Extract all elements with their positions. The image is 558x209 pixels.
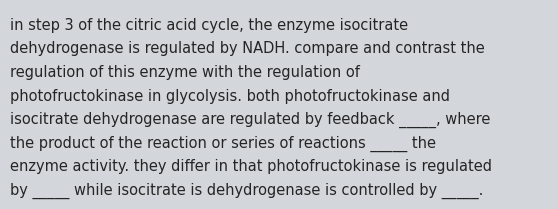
Text: in step 3 of the citric acid cycle, the enzyme isocitrate: in step 3 of the citric acid cycle, the … [10,18,408,33]
Text: enzyme activity. they differ in that photofructokinase is regulated: enzyme activity. they differ in that pho… [10,159,492,174]
Text: photofructokinase in glycolysis. both photofructokinase and: photofructokinase in glycolysis. both ph… [10,88,450,103]
Text: dehydrogenase is regulated by NADH. compare and contrast the: dehydrogenase is regulated by NADH. comp… [10,42,485,56]
Text: the product of the reaction or series of reactions _____ the: the product of the reaction or series of… [10,135,436,152]
Text: isocitrate dehydrogenase are regulated by feedback _____, where: isocitrate dehydrogenase are regulated b… [10,112,490,128]
Text: by _____ while isocitrate is dehydrogenase is controlled by _____.: by _____ while isocitrate is dehydrogena… [10,182,483,199]
Text: regulation of this enzyme with the regulation of: regulation of this enzyme with the regul… [10,65,360,80]
